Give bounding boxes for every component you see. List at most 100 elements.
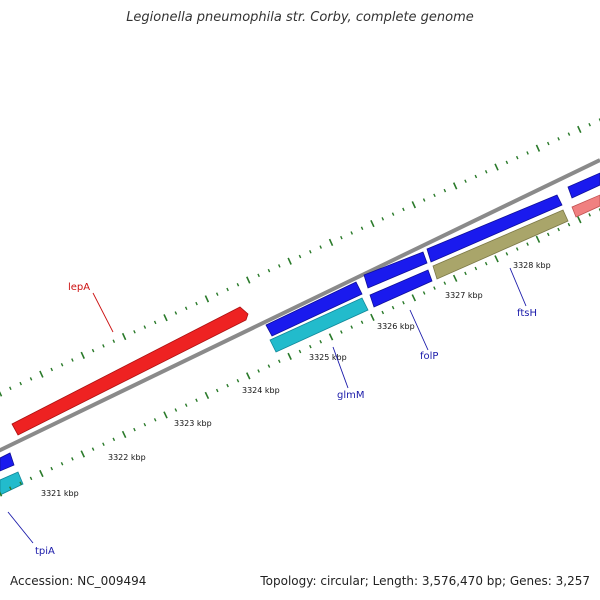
minor-tick	[557, 227, 560, 232]
gene-ftsH-arrow[interactable]	[432, 209, 569, 280]
minor-tick	[19, 481, 23, 485]
minor-tick	[9, 386, 12, 391]
minor-tick	[474, 174, 478, 179]
minor-tick	[133, 330, 136, 334]
gene-label-ftsH[interactable]: ftsH	[517, 308, 537, 319]
gene-label-glmM[interactable]: glmM	[337, 390, 365, 401]
scale-label: 3325 kbp	[309, 353, 347, 362]
minor-tick	[515, 247, 519, 251]
minor-tick	[267, 268, 271, 273]
major-tick	[328, 238, 334, 246]
minor-tick	[184, 306, 188, 311]
minor-tick	[505, 252, 509, 256]
gene-arrow[interactable]	[0, 452, 15, 472]
minor-tick	[422, 198, 426, 202]
minor-tick	[484, 170, 488, 174]
major-tick	[577, 125, 582, 134]
leader-line-lepA	[92, 292, 114, 333]
minor-tick	[340, 235, 343, 240]
major-tick	[535, 235, 541, 243]
minor-tick	[350, 231, 354, 235]
minor-tick	[50, 367, 54, 372]
minor-tick	[443, 188, 447, 193]
minor-tick	[319, 245, 322, 249]
minor-tick	[236, 379, 240, 383]
minor-tick	[298, 254, 302, 259]
gene-glmM-arrow[interactable]	[269, 297, 369, 353]
minor-tick	[143, 325, 147, 329]
major-tick	[121, 332, 127, 341]
minor-tick	[215, 292, 219, 296]
minor-tick	[391, 305, 395, 310]
leader-line-folP	[409, 309, 429, 351]
major-tick	[577, 216, 582, 224]
minor-tick	[422, 291, 426, 295]
minor-tick	[184, 403, 188, 407]
minor-tick	[443, 281, 447, 285]
minor-tick	[526, 242, 529, 246]
scale-label: 3321 kbp	[41, 489, 79, 498]
gene-lepA-arrow[interactable]	[11, 306, 249, 436]
label-leaders	[7, 267, 527, 544]
minor-tick	[557, 137, 560, 141]
scale-label: 3326 kbp	[377, 322, 415, 331]
gene-arrow[interactable]	[265, 281, 363, 337]
minor-tick	[277, 359, 281, 364]
major-tick	[204, 391, 210, 400]
minor-tick	[215, 388, 219, 393]
gene-arrow[interactable]	[426, 194, 563, 263]
accession-text: Accession: NC_009494	[10, 574, 147, 588]
gene-tpiA-arrow[interactable]	[0, 471, 24, 496]
minor-tick	[174, 311, 178, 315]
minor-tick	[309, 250, 312, 254]
minor-tick	[91, 447, 95, 451]
minor-tick	[195, 398, 198, 403]
minor-tick	[257, 369, 260, 373]
minor-tick	[153, 320, 157, 325]
gene-folP-arrow[interactable]	[369, 269, 433, 308]
major-tick	[328, 333, 334, 341]
major-tick	[370, 313, 375, 321]
gene-label-folP[interactable]: folP	[420, 351, 438, 362]
minor-tick	[546, 141, 550, 146]
minor-tick	[309, 344, 312, 349]
minor-tick	[474, 266, 478, 271]
minor-tick	[102, 442, 105, 446]
gene-label-lepA[interactable]: lepA	[68, 282, 90, 293]
gene-arrow[interactable]	[363, 251, 428, 289]
major-tick	[246, 372, 251, 380]
minor-tick	[505, 160, 509, 165]
genome-summary-text: Topology: circular; Length: 3,576,470 bp…	[260, 574, 590, 588]
gene-arrow[interactable]	[567, 172, 600, 199]
minor-tick	[402, 207, 405, 212]
forward-strand-genes	[11, 172, 600, 436]
minor-tick	[257, 273, 260, 278]
major-tick	[204, 295, 210, 303]
minor-tick	[391, 212, 395, 216]
minor-tick	[588, 122, 591, 127]
minor-tick	[278, 264, 281, 268]
gene-label-tpiA[interactable]: tpiA	[35, 546, 55, 557]
minor-tick	[19, 381, 22, 386]
minor-tick	[340, 330, 343, 334]
minor-tick	[567, 132, 571, 136]
major-tick	[0, 391, 3, 397]
major-tick	[411, 294, 417, 302]
major-tick	[163, 411, 168, 419]
major-tick	[246, 276, 251, 284]
minor-tick	[112, 339, 116, 343]
genome-backbone	[0, 158, 600, 453]
minor-tick	[402, 300, 405, 305]
minor-tick	[153, 418, 157, 422]
minor-tick	[433, 193, 436, 198]
outer-tick-ring	[0, 118, 600, 397]
minor-tick	[102, 344, 105, 348]
gene-arrow[interactable]	[571, 194, 600, 218]
major-tick	[494, 163, 499, 171]
inner-tick-ring	[0, 208, 600, 497]
reverse-strand-genes	[0, 194, 600, 496]
minor-tick	[174, 408, 178, 412]
minor-tick	[112, 437, 116, 442]
minor-tick	[350, 325, 354, 329]
minor-tick	[143, 422, 147, 427]
